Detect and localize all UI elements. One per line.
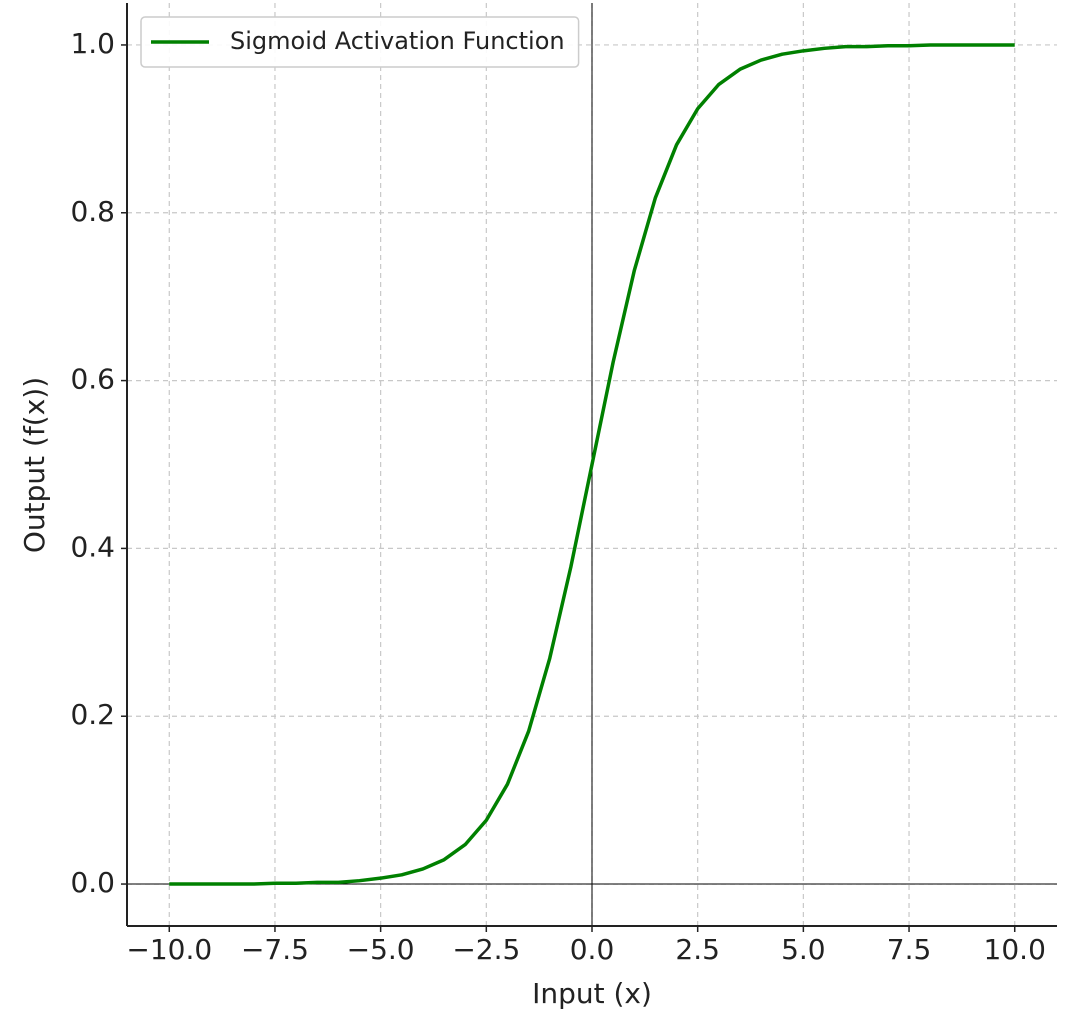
legend-box [140, 16, 580, 68]
x-tick-label: −5.0 [347, 933, 415, 966]
legend-label: Sigmoid Activation Function [230, 27, 565, 55]
x-tick-label: 2.5 [675, 933, 720, 966]
y-axis-label: Output (f(x)) [18, 377, 51, 553]
line [169, 43, 1015, 886]
y-tick-label: 0.0 [70, 866, 115, 899]
x-tick-label: 5.0 [781, 933, 826, 966]
y-tick-label: 0.6 [70, 363, 115, 396]
x-tick-label: −2.5 [452, 933, 520, 966]
y-tick-label: 0.8 [70, 195, 115, 228]
x-axis-label: Input (x) [532, 977, 652, 1010]
y-tick-label: 1.0 [70, 27, 115, 60]
y-tick-label: 0.2 [70, 698, 115, 731]
x-tick-label: −7.5 [241, 933, 309, 966]
x-tick-label: 7.5 [887, 933, 932, 966]
y-tick-label: 0.4 [70, 530, 115, 563]
x-tick-label: −10.0 [126, 933, 212, 966]
x-tick-label: 10.0 [984, 933, 1046, 966]
x-tick-label: 0.0 [570, 933, 615, 966]
